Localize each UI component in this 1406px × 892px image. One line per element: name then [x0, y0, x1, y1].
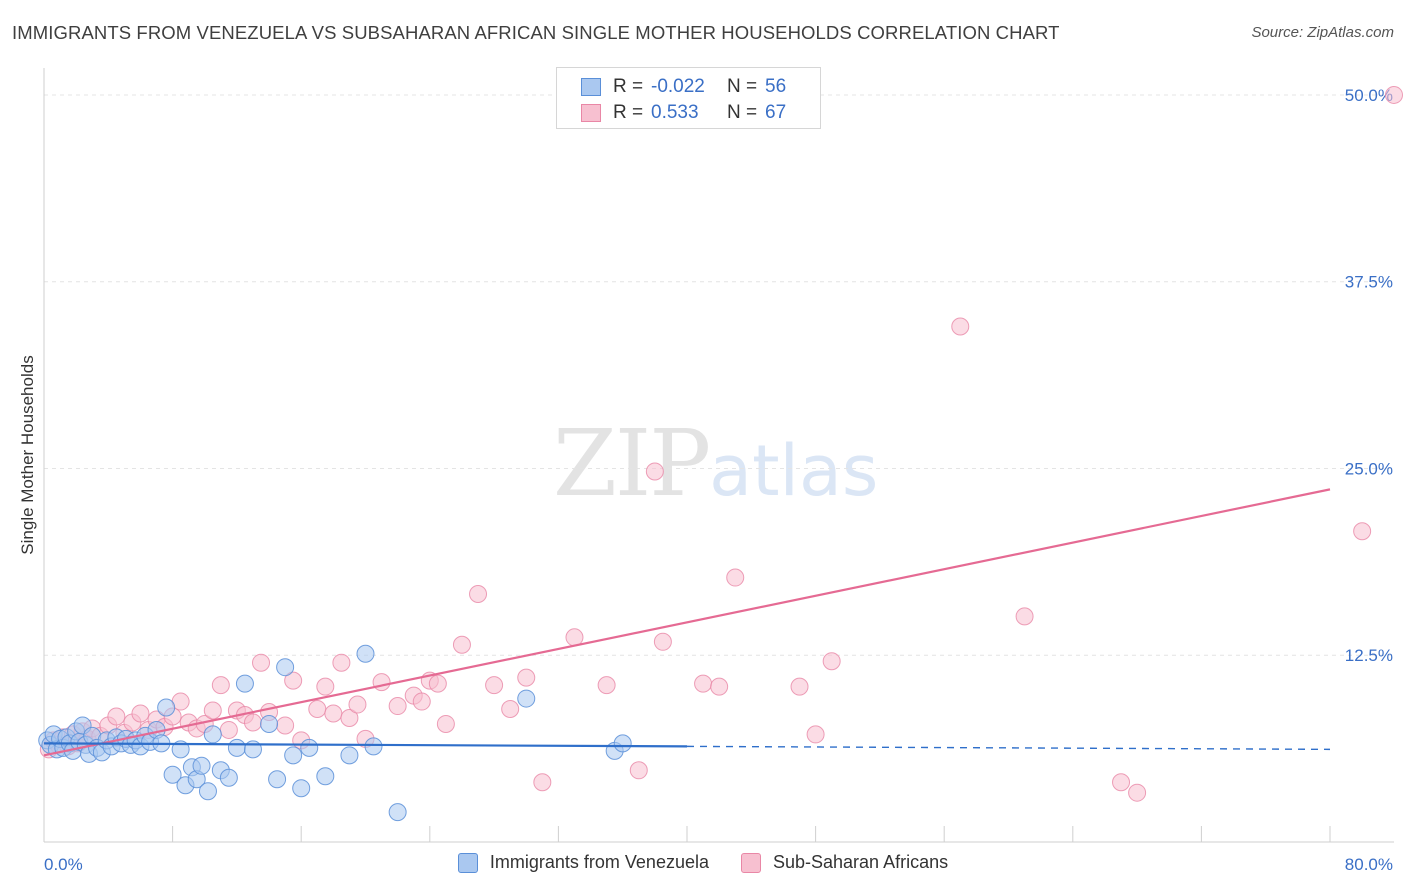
sub-saharan-point: [645, 462, 664, 481]
bottom-legend-swatch-pink: [740, 852, 761, 873]
sub-saharan-point: [219, 720, 238, 739]
y-tick-label: 37.5%: [1345, 273, 1393, 292]
venezuela-point: [340, 746, 359, 765]
legend-row-venezuela: R = -0.022 N = 56: [581, 74, 786, 100]
legend-swatch-blue: [581, 78, 601, 96]
watermark: ZIPatlas: [553, 410, 878, 517]
legend-swatch-pink: [581, 104, 601, 122]
venezuela-point: [356, 644, 375, 663]
venezuela-point: [268, 770, 287, 789]
legend-r-label: R =: [613, 102, 644, 123]
venezuela-point: [198, 782, 217, 801]
sub-saharan-point: [324, 704, 343, 723]
venezuela-point: [219, 768, 238, 787]
bottom-legend-swatch-blue: [457, 852, 478, 873]
sub-saharan-point: [790, 677, 809, 696]
sub-saharan-point: [428, 674, 447, 693]
venezuela-point: [260, 714, 279, 733]
sub-saharan-point: [517, 668, 536, 687]
sub-saharan-point: [372, 673, 391, 692]
sub-saharan-point: [436, 714, 455, 733]
sub-saharan-point: [1112, 773, 1131, 792]
sub-saharan-point: [951, 317, 970, 336]
venezuela-point: [163, 765, 182, 784]
watermark-atlas: atlas: [709, 430, 879, 512]
venezuela-trendline-dashed: [686, 745, 1331, 751]
sub-saharan-point: [1353, 522, 1372, 541]
legend-n-label: N =: [727, 102, 758, 123]
venezuela-point: [192, 756, 211, 775]
watermark-zip: ZIP: [553, 410, 711, 517]
sub-saharan-point: [806, 725, 825, 744]
legend-n-value: 67: [765, 102, 787, 123]
legend-row-subsaharan: R = 0.533 N = 67: [581, 100, 786, 126]
sub-saharan-point: [107, 707, 126, 726]
sub-saharan-point: [653, 632, 672, 651]
sub-saharan-point: [452, 635, 471, 654]
legend-r-value: 0.533: [651, 102, 699, 123]
sub-saharan-point: [340, 708, 359, 727]
bottom-legend-label: Immigrants from Venezuela: [489, 852, 709, 872]
venezuela-point: [284, 746, 303, 765]
legend-n-value: 56: [765, 76, 787, 97]
venezuela-point: [517, 689, 536, 708]
sub-saharan-point: [726, 568, 745, 587]
venezuela-trendline: [43, 742, 688, 748]
sub-saharan-point: [211, 676, 230, 695]
sub-saharan-point: [131, 704, 150, 723]
legend-n-label: N =: [727, 76, 758, 97]
y-tick-label: 25.0%: [1345, 459, 1393, 478]
sub-saharan-point: [469, 584, 488, 603]
sub-saharan-point: [332, 653, 351, 672]
venezuela-point: [235, 674, 254, 693]
bottom-legend: Immigrants from Venezuela Sub-Saharan Af…: [0, 852, 1406, 873]
x-tick-label: 0.0%: [44, 855, 83, 874]
sub-saharan-point: [710, 677, 729, 696]
legend-r-label: R =: [613, 76, 644, 97]
legend-r-value: -0.022: [651, 76, 705, 97]
sub-saharan-point: [252, 653, 271, 672]
sub-saharan-point: [485, 676, 504, 695]
sub-saharan-point: [533, 773, 552, 792]
bottom-legend-label: Sub-Saharan Africans: [772, 852, 949, 872]
y-tick-label: 12.5%: [1345, 646, 1393, 665]
venezuela-point: [227, 738, 246, 757]
sub-saharan-point: [501, 700, 520, 719]
sub-saharan-point: [629, 761, 648, 780]
venezuela-point: [203, 725, 222, 744]
x-tick-label: 80.0%: [1345, 855, 1393, 874]
sub-saharan-point: [243, 713, 262, 732]
sub-saharan-point: [565, 628, 584, 647]
sub-saharan-point: [1015, 607, 1034, 626]
venezuela-point: [316, 767, 335, 786]
sub-saharan-point: [597, 676, 616, 695]
sub-saharan-point: [1128, 783, 1147, 802]
legend-box: R = -0.022 N = 56 R = 0.533 N = 67: [556, 67, 821, 129]
bottom-legend-item-venezuela: Immigrants from Venezuela: [457, 852, 709, 873]
sub-saharan-point: [308, 700, 327, 719]
chart-title: IMMIGRANTS FROM VENEZUELA VS SUBSAHARAN …: [12, 22, 1060, 43]
venezuela-point: [388, 803, 407, 822]
venezuela-point: [300, 738, 319, 757]
venezuela-point: [292, 779, 311, 798]
venezuela-point: [613, 734, 632, 753]
sub-saharan-point: [276, 716, 295, 735]
sub-saharan-point: [316, 677, 335, 696]
source-credit: Source: ZipAtlas.com: [1251, 24, 1394, 41]
venezuela-point: [157, 698, 176, 717]
venezuela-point: [276, 658, 295, 677]
sub-saharan-point: [203, 701, 222, 720]
sub-saharan-trendline: [43, 488, 1331, 757]
sub-saharan-point: [1385, 85, 1403, 104]
bottom-legend-item-subsaharan: Sub-Saharan Africans: [740, 852, 949, 873]
venezuela-point: [364, 737, 383, 756]
y-tick-label: 50.0%: [1345, 86, 1393, 105]
sub-saharan-point: [284, 671, 303, 690]
sub-saharan-point: [348, 695, 367, 714]
sub-saharan-point: [388, 697, 407, 716]
sub-saharan-point: [822, 652, 841, 671]
sub-saharan-point: [694, 674, 713, 693]
sub-saharan-point: [412, 692, 431, 711]
